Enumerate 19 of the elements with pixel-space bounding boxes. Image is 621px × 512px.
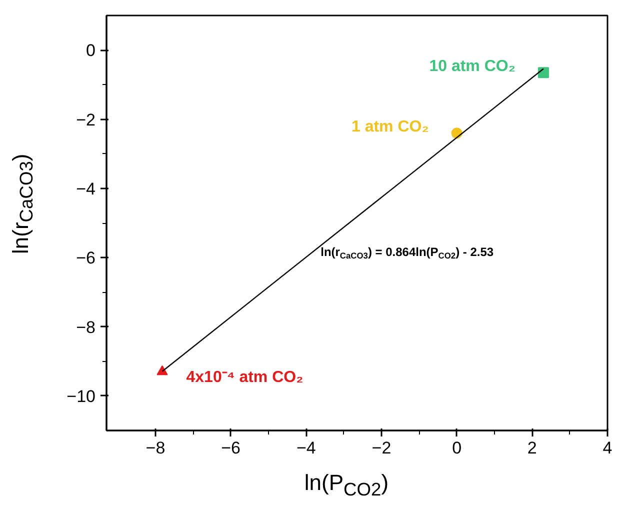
series-label: 10 atm CO₂ [429, 58, 516, 76]
x-tick-label: 2 [527, 438, 537, 458]
x-tick-label: 0 [452, 438, 462, 458]
point [538, 67, 549, 78]
x-tick-label: −6 [221, 438, 241, 458]
y-tick-label: −2 [76, 110, 96, 130]
y-tick-label: −8 [76, 318, 96, 337]
point [156, 365, 168, 376]
y-tick-label: −6 [76, 248, 96, 268]
y-tick-label: 0 [86, 41, 96, 60]
x-tick-label: −2 [372, 438, 392, 458]
x-tick-label: 4 [602, 438, 612, 458]
series-label: 1 atm CO₂ [351, 118, 429, 136]
x-tick-label: −4 [296, 438, 316, 458]
x-tick-label: −8 [146, 438, 166, 458]
series-label: 4x10⁻⁴ atm CO₂ [186, 369, 304, 386]
x-axis-title: ln(P$_{CO2}$) [304, 469, 389, 502]
y-tick-label: −4 [76, 179, 96, 198]
y-tick-label: −10 [66, 386, 96, 406]
